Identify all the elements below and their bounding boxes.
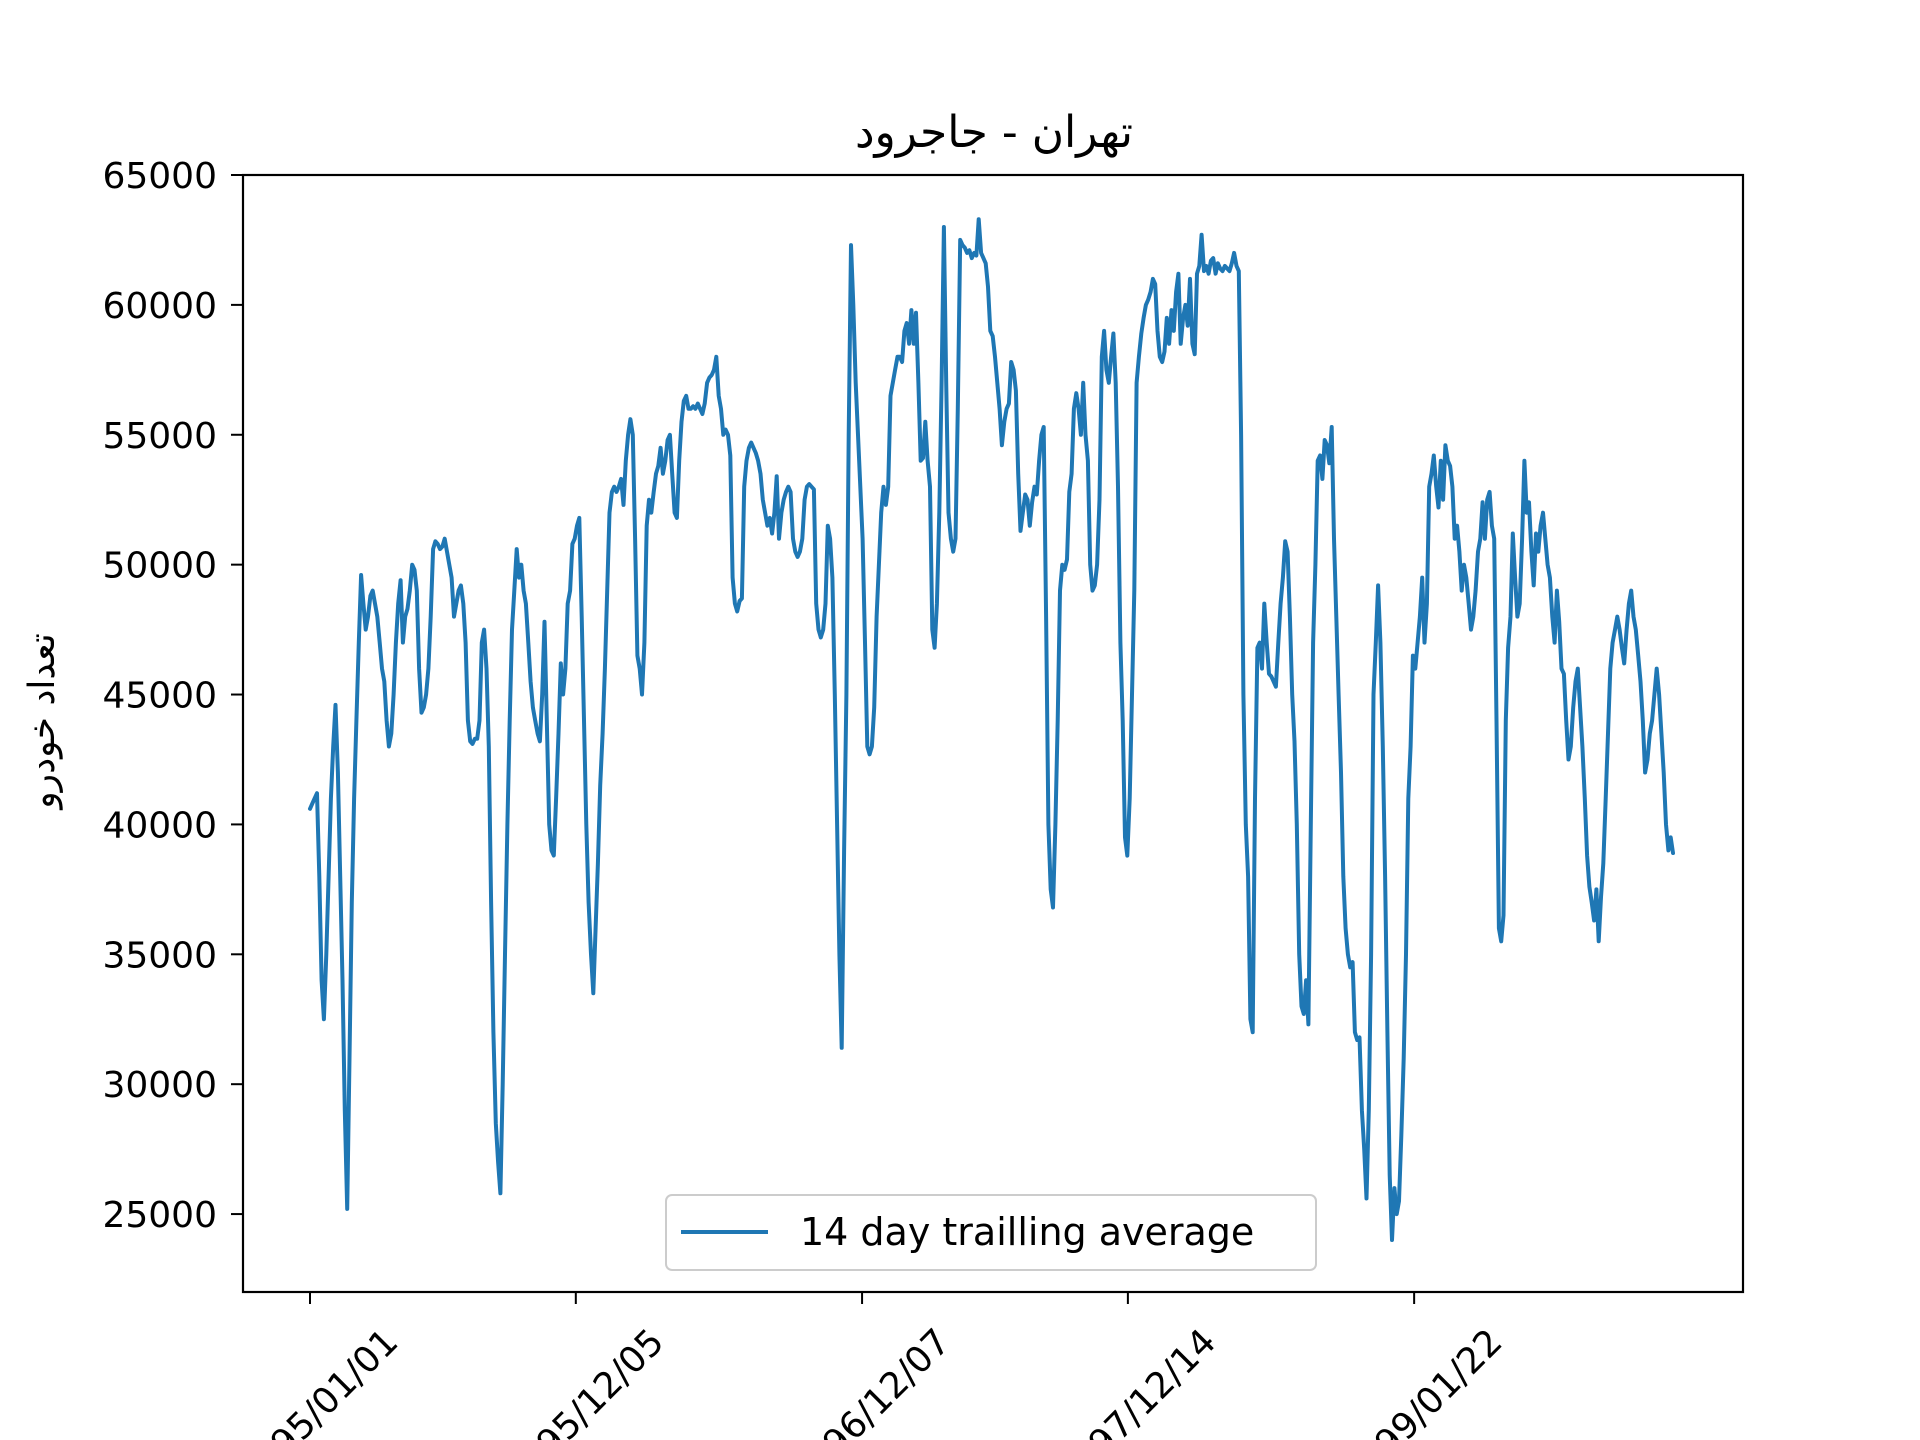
legend-box bbox=[665, 1194, 1317, 1271]
legend: 14 day trailling average bbox=[665, 1194, 1317, 1271]
x-tick-label: 1399/01/22 bbox=[1335, 1321, 1511, 1440]
x-tick-label: 1397/12/14 bbox=[1049, 1321, 1225, 1440]
plot-frame bbox=[241, 173, 1745, 1294]
x-tick-label: 1395/12/05 bbox=[496, 1321, 672, 1440]
y-tick-label: 45000 bbox=[102, 676, 217, 717]
y-tick-label: 55000 bbox=[102, 416, 217, 457]
y-tick-label: 40000 bbox=[102, 805, 217, 846]
x-tick-label: 1395/01/01 bbox=[231, 1321, 407, 1440]
x-axis: 1395/01/01 1395/12/05 1396/12/07 1397/12/14… bbox=[231, 1292, 1511, 1440]
y-tick-label: 25000 bbox=[102, 1195, 217, 1236]
y-tick-label: 50000 bbox=[102, 546, 217, 587]
y-tick-label: 35000 bbox=[102, 935, 217, 976]
chart-title: تهران - جاجرود bbox=[855, 107, 1133, 158]
series-line bbox=[308, 217, 1675, 1242]
y-tick-label: 60000 bbox=[102, 286, 217, 327]
y-tick-label: 65000 bbox=[102, 156, 217, 197]
x-tick-label: 1396/12/07 bbox=[783, 1321, 959, 1440]
y-axis: 25000 30000 35000 40000 45000 50000 55000 60000… bbox=[102, 156, 243, 1236]
y-tick-label: 30000 bbox=[102, 1065, 217, 1106]
y-axis-label: تعداد خودرو bbox=[22, 633, 63, 810]
legend-label: 14 day trailling average bbox=[800, 1210, 1254, 1254]
